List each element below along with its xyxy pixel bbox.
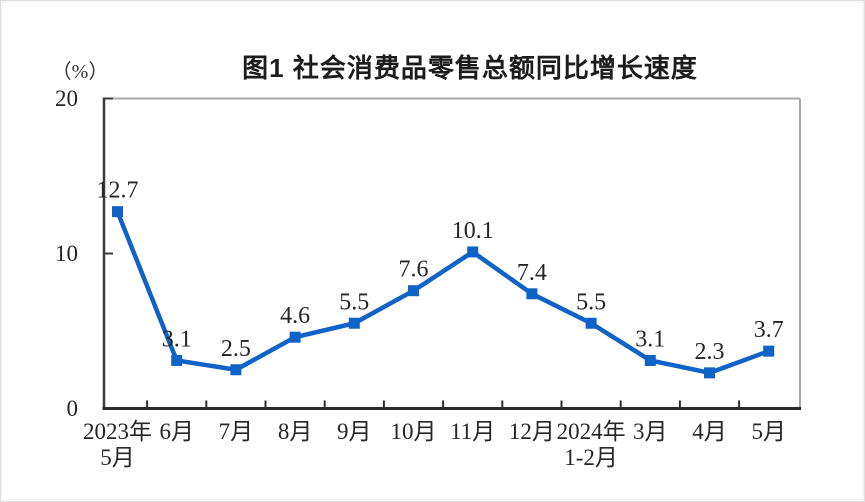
x-axis-tick-label: 10月 [390, 419, 437, 444]
data-point-label: 3.1 [635, 326, 665, 352]
data-point-label: 7.4 [517, 260, 547, 286]
data-point-marker [585, 317, 597, 329]
data-point-marker [467, 246, 479, 258]
x-axis-tick-label: 8月 [277, 419, 313, 444]
data-point-marker [526, 288, 538, 300]
data-point-marker [348, 317, 360, 329]
data-point-label: 12.7 [97, 178, 139, 204]
y-axis-unit-label: （%） [51, 61, 109, 83]
data-point-marker [763, 345, 775, 357]
data-point-marker [171, 354, 183, 366]
data-point-label: 5.5 [339, 289, 369, 315]
y-axis-tick-label: 0 [66, 396, 79, 421]
data-point-marker [289, 331, 301, 343]
x-axis-tick-label: 12月 [508, 419, 555, 444]
y-axis-tick-label: 10 [55, 241, 78, 266]
x-axis-tick-label: 11月 [450, 419, 496, 444]
data-point-label: 10.1 [452, 218, 494, 244]
data-point-marker [230, 364, 242, 376]
data-point-marker [408, 285, 419, 297]
x-axis-tick-label: 3月 [633, 419, 668, 444]
data-point-label: 7.6 [399, 257, 429, 283]
x-axis-tick-label: 7月 [218, 419, 254, 444]
x-axis-tick-label: 2024年 1-2月 [556, 419, 626, 470]
data-point-marker [644, 354, 656, 366]
data-point-label: 3.7 [754, 317, 784, 343]
data-point-label: 3.1 [162, 326, 192, 352]
x-axis-tick-label: 6月 [159, 419, 194, 444]
data-point-label: 5.5 [576, 289, 606, 315]
x-axis-tick-label: 9月 [337, 419, 372, 444]
y-axis-tick-label: 20 [55, 86, 78, 111]
x-axis-tick-label: 2023年 5月 [83, 419, 152, 470]
data-point-label: 4.6 [280, 303, 310, 329]
data-point-label: 2.3 [695, 339, 725, 365]
data-point-label: 2.5 [221, 336, 251, 362]
data-point-marker [112, 206, 123, 218]
chart-title: 图1 社会消费品零售总额同比增长速度 [242, 53, 698, 83]
data-point-marker [704, 367, 715, 379]
data-line [115, 209, 771, 376]
x-axis-tick-label: 5月 [751, 419, 786, 444]
x-axis-tick-label: 4月 [692, 419, 727, 444]
